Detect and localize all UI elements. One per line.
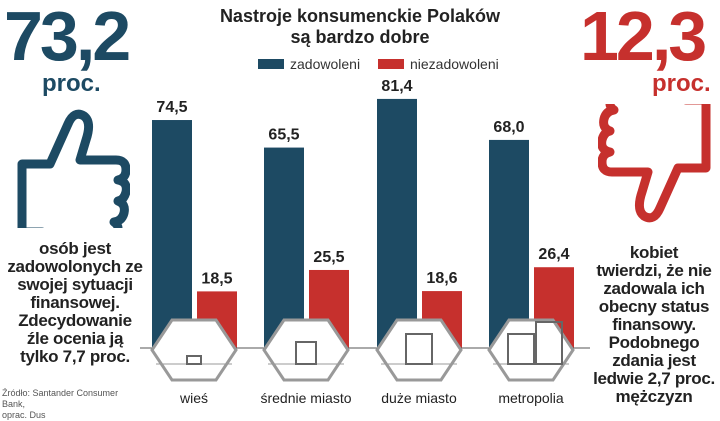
description-line: finansowej. bbox=[30, 293, 120, 312]
legend-label: niezadowoleni bbox=[410, 56, 499, 72]
hexagon bbox=[375, 318, 463, 382]
building-icon bbox=[405, 333, 433, 365]
data-label: 18,5 bbox=[201, 270, 232, 287]
right-big-number: 12,3 bbox=[580, 0, 707, 75]
building-icon bbox=[507, 333, 535, 365]
legend-zadowoleni: zadowoleni bbox=[258, 56, 360, 72]
thumbs-up-icon bbox=[17, 109, 130, 228]
description-line: zdania jest bbox=[612, 351, 696, 370]
category-label: wieś bbox=[179, 390, 208, 406]
bar-zadowoleni bbox=[152, 120, 192, 348]
legend-swatch bbox=[258, 59, 284, 69]
hexagon bbox=[487, 318, 575, 382]
description-line: finansowy. bbox=[612, 315, 696, 334]
description-line: Zdecydowanie bbox=[18, 311, 132, 330]
left-unit: proc. bbox=[42, 70, 101, 97]
right-unit: proc. bbox=[652, 70, 711, 97]
description-line: osób jest bbox=[39, 239, 111, 258]
left-description: osób jest zadowolonych ze swojej sytuacji f… bbox=[0, 240, 150, 366]
data-label: 65,5 bbox=[268, 127, 299, 144]
description-line: tylko 7,7 proc. bbox=[20, 347, 130, 366]
legend-swatch bbox=[378, 59, 404, 69]
data-label: 68,0 bbox=[493, 119, 524, 136]
data-label: 81,4 bbox=[381, 78, 412, 95]
description-line: mężczyzn bbox=[615, 387, 693, 406]
category-label: duże miasto bbox=[381, 390, 457, 406]
description-line: Podobnego bbox=[608, 333, 700, 352]
legend-niezadowoleni: niezadowoleni bbox=[378, 56, 499, 72]
category-label: średnie miasto bbox=[260, 390, 351, 406]
bar-zadowoleni bbox=[264, 147, 304, 348]
title-line: są bardzo dobre bbox=[290, 27, 430, 47]
thumbs-down-icon bbox=[598, 104, 711, 223]
chart-title: Nastroje konsumenckie Polaków są bardzo d… bbox=[170, 6, 550, 48]
building-icon bbox=[186, 355, 202, 365]
hexagon bbox=[262, 318, 350, 382]
building-icon bbox=[535, 321, 563, 365]
data-label: 18,6 bbox=[426, 270, 457, 287]
category-label: metropolia bbox=[498, 390, 564, 406]
description-line: źle ocenia ją bbox=[26, 329, 124, 348]
right-description: kobiet twierdzi, że nie zadowala ich obecny… bbox=[588, 244, 720, 406]
legend-label: zadowoleni bbox=[290, 56, 361, 72]
data-label: 74,5 bbox=[156, 99, 187, 116]
data-label: 26,4 bbox=[538, 246, 569, 263]
description-line: swojej sytuacji bbox=[17, 275, 133, 294]
building-icon bbox=[295, 341, 317, 365]
data-label: 25,5 bbox=[313, 249, 344, 266]
description-line: ledwie 2,7 proc. bbox=[593, 369, 715, 388]
source-line: Źródło: Santander Consumer Bank, bbox=[2, 388, 119, 409]
description-line: twierdzi, że nie bbox=[596, 261, 712, 280]
title-line: Nastroje konsumenckie Polaków bbox=[219, 6, 501, 26]
bar-zadowoleni bbox=[489, 139, 529, 348]
hexagon bbox=[150, 318, 238, 382]
description-line: kobiet bbox=[629, 243, 679, 262]
description-line: obecny status bbox=[598, 297, 710, 316]
bar-zadowoleni bbox=[377, 98, 417, 348]
description-line: zadowolonych ze bbox=[7, 257, 143, 276]
left-big-number: 73,2 bbox=[4, 0, 131, 75]
description-line: zadowala ich bbox=[603, 279, 705, 298]
